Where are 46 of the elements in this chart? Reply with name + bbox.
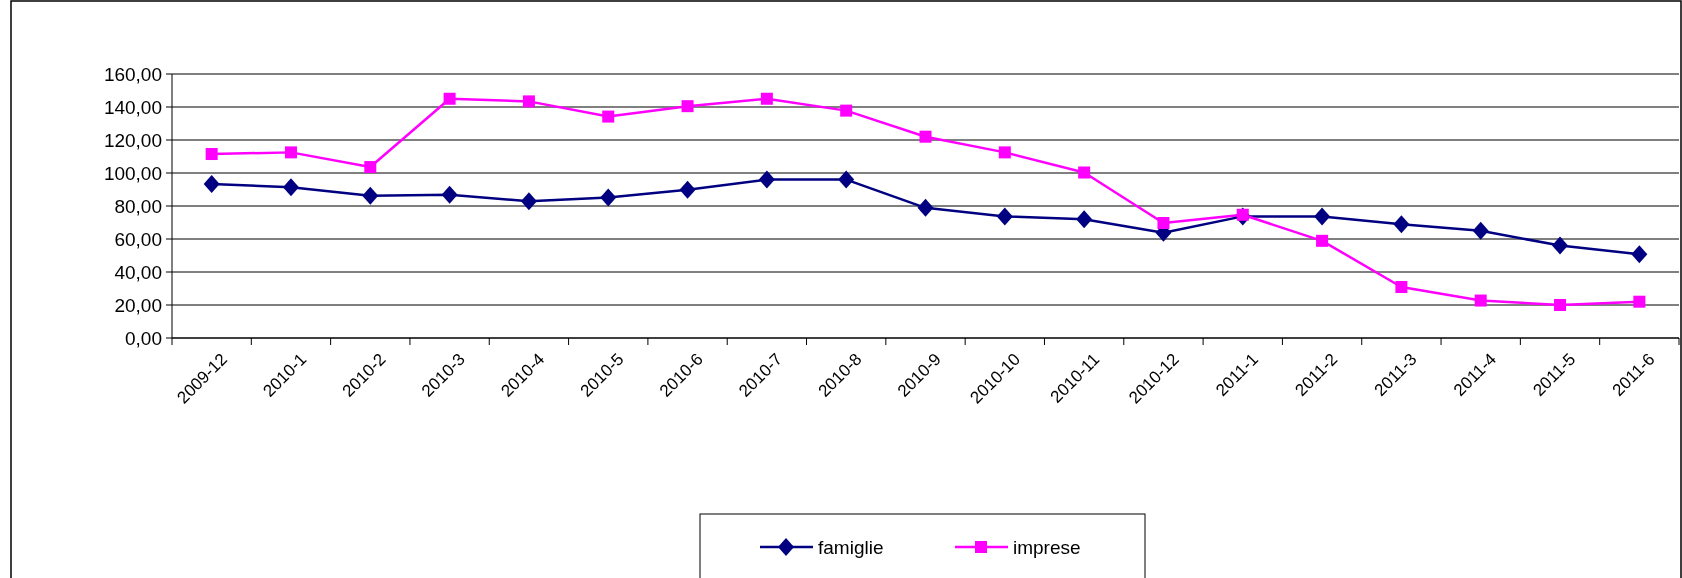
point xyxy=(917,198,934,217)
point xyxy=(441,185,458,204)
point xyxy=(1633,295,1646,308)
point xyxy=(600,188,617,207)
point xyxy=(996,207,1013,226)
point xyxy=(284,146,297,159)
y-tick-label: 80,00 xyxy=(114,195,162,217)
point xyxy=(1554,299,1567,311)
y-tick-label: 160,00 xyxy=(103,63,162,85)
point xyxy=(1316,234,1329,247)
y-tick-label: 120,00 xyxy=(103,129,162,151)
point xyxy=(1552,236,1569,255)
legend-label: imprese xyxy=(1013,536,1081,558)
point xyxy=(1078,166,1091,179)
y-tick-label: 0,00 xyxy=(125,327,162,349)
point xyxy=(282,178,299,197)
y-tick-label: 100,00 xyxy=(103,162,162,184)
point xyxy=(1157,217,1170,229)
point xyxy=(1314,207,1331,226)
point xyxy=(602,110,615,123)
y-tick-label: 40,00 xyxy=(114,261,162,283)
point xyxy=(1076,210,1093,229)
point xyxy=(679,180,696,199)
point xyxy=(520,192,537,211)
y-tick-label: 60,00 xyxy=(114,228,162,250)
point xyxy=(1474,294,1487,307)
point xyxy=(681,100,694,113)
point xyxy=(840,104,853,117)
point xyxy=(838,170,855,189)
point xyxy=(205,148,218,161)
point xyxy=(362,186,379,205)
point xyxy=(1393,215,1410,234)
point xyxy=(998,146,1011,159)
point xyxy=(760,92,773,105)
point xyxy=(758,170,775,189)
point xyxy=(522,95,535,108)
point xyxy=(1472,221,1489,240)
legend-label: famiglie xyxy=(818,536,884,558)
point xyxy=(443,92,456,105)
point xyxy=(1631,245,1648,264)
point xyxy=(364,161,377,174)
point xyxy=(919,130,932,143)
point xyxy=(1395,281,1408,294)
y-tick-label: 20,00 xyxy=(114,294,162,316)
point xyxy=(203,174,220,193)
y-tick-label: 140,00 xyxy=(103,96,162,118)
